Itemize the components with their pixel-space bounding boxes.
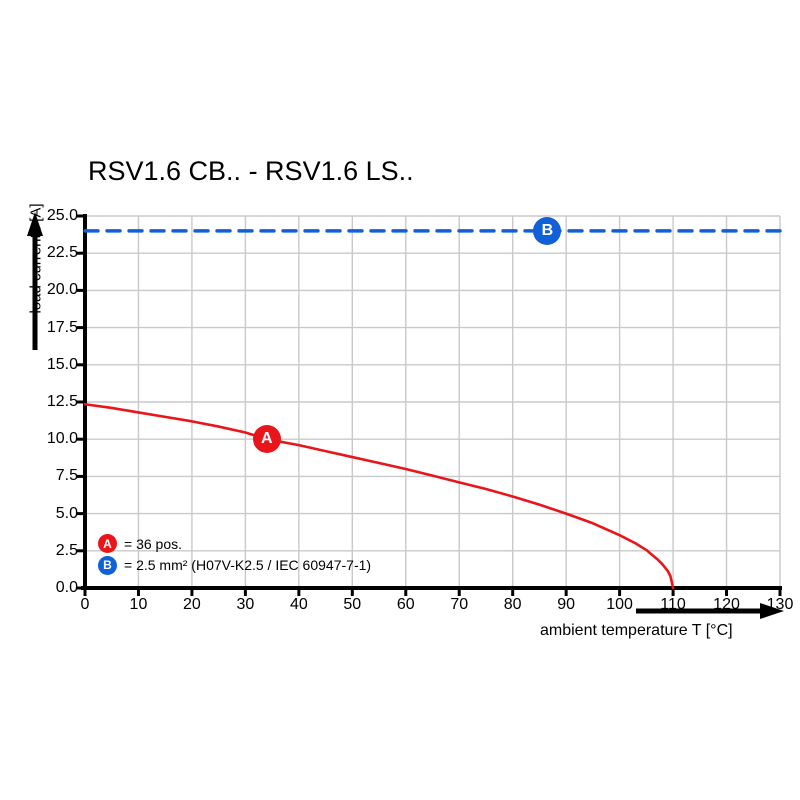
- y-tick-label: 10.0: [46, 430, 78, 448]
- y-tick-label: 12.5: [46, 393, 78, 410]
- chart-title: RSV1.6 CB.. - RSV1.6 LS..: [88, 156, 414, 186]
- x-tick-label: 80: [503, 596, 522, 613]
- legend-label-b: = 2.5 mm² (H07V-K2.5 / IEC 60947-7-1): [124, 557, 372, 574]
- y-tick-label: 2.5: [55, 541, 78, 559]
- x-tick-label: 0: [80, 596, 90, 613]
- y-tick-label: 22.5: [46, 244, 78, 262]
- x-tick-label: 70: [450, 596, 469, 613]
- x-tick-label: 50: [343, 596, 362, 613]
- marker-badge-b: B: [533, 216, 562, 245]
- marker-badge-a: A: [252, 425, 281, 454]
- x-tick-label: 40: [289, 596, 308, 613]
- y-axis-ticks: 0.0 2.5 5.0 7.5 10.0 12.5 15.0 17.5 20.0 22.5 25.0: [26, 0, 78, 800]
- gridlines: [84, 215, 781, 589]
- x-tick-label: 90: [557, 596, 576, 613]
- y-tick-label: 7.5: [55, 467, 78, 485]
- data-series: [83, 229, 782, 590]
- y-tick-label: 5.0: [55, 504, 78, 522]
- x-axis-label: ambient temperature T [°C]: [540, 622, 733, 639]
- legend-badge-a: A: [98, 534, 117, 554]
- y-tick-label: 20.0: [46, 281, 78, 299]
- legend-badge-b: B: [98, 555, 117, 575]
- y-tick-label: 25.0: [46, 207, 78, 224]
- x-tick-label: 20: [183, 596, 201, 613]
- legend-item-a: A = 36 pos.: [98, 534, 182, 554]
- y-tick-label: 0.0: [55, 579, 78, 596]
- x-tick-label: 100: [606, 596, 633, 613]
- y-tick-label: 17.5: [46, 318, 78, 336]
- x-tick-label: 10: [129, 596, 148, 613]
- axis-arrows: [27, 212, 784, 619]
- x-tick-label: 60: [396, 596, 415, 613]
- legend-label-a: = 36 pos.: [124, 535, 182, 552]
- y-tick-label: 15.0: [46, 355, 78, 373]
- legend-item-b: B = 2.5 mm² (H07V-K2.5 / IEC 60947-7-1): [98, 555, 372, 575]
- axes: [77, 214, 782, 596]
- x-tick-label: 30: [236, 596, 255, 613]
